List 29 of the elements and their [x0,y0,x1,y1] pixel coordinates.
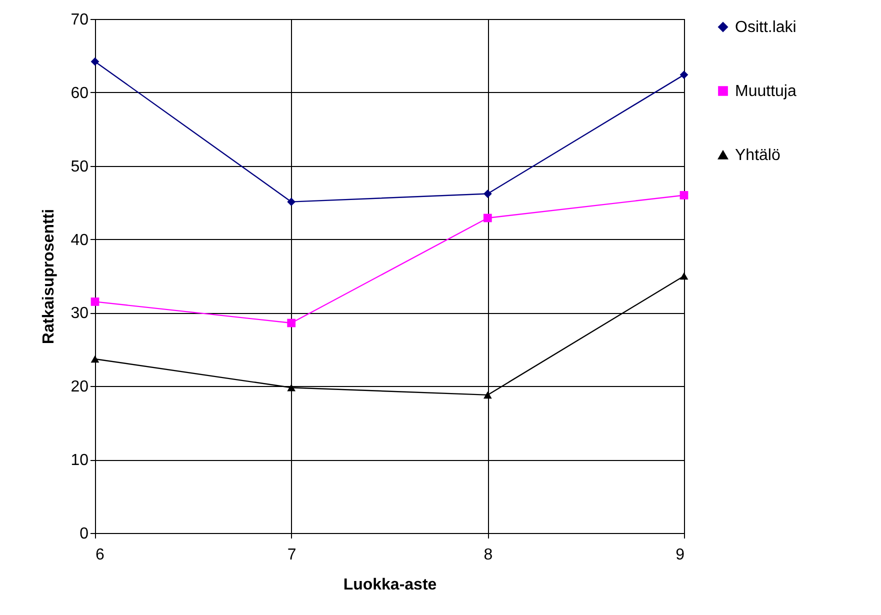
x-axis-title: Luokka-aste [343,576,437,594]
y-tick-label: 70 [70,12,89,28]
legend-label: Muuttuja [735,83,796,100]
point [680,70,688,79]
y-tick-label: 40 [70,232,89,249]
x-tick-label: 8 [484,546,493,564]
point [90,298,100,306]
point [483,190,492,198]
y-tick-label: 30 [70,305,89,322]
legend-label: Yhtälö [735,147,780,164]
point [90,57,100,66]
point [483,214,492,222]
point [680,191,688,200]
y-axis-title: Ratkaisuprosentti [40,208,58,344]
y-tick-label: 0 [80,526,89,542]
point [90,355,100,363]
y-tick-label: 50 [70,158,89,176]
y-tick-label: 10 [70,452,89,470]
x-tick-label: 9 [676,546,685,564]
x-tick-label: 7 [287,546,296,564]
y-tick-label: 20 [70,378,89,396]
y-tick-label: 60 [70,84,89,102]
point [287,384,296,392]
point [680,272,688,280]
legend-label: Ositt.laki [735,19,796,36]
point [287,198,296,206]
point [483,391,492,399]
point [287,318,296,328]
x-tick-label: 6 [96,546,104,564]
